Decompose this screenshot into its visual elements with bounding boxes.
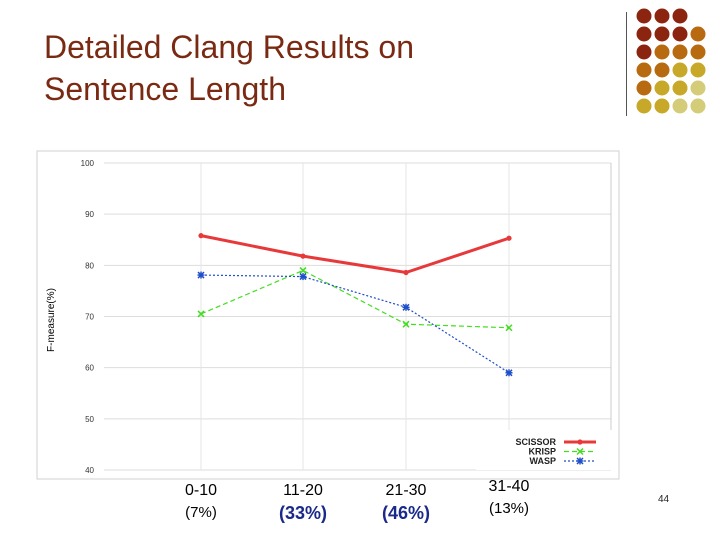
y-tick-label: 80 (85, 261, 94, 270)
slide-title: Detailed Clang Results on Sentence Lengt… (44, 26, 564, 110)
y-tick-label: 70 (85, 313, 94, 322)
data-point (197, 271, 205, 279)
deco-dot (636, 80, 652, 96)
y-tick-label: 90 (85, 210, 94, 219)
x-category-share: (46%) (381, 503, 430, 523)
deco-dot (636, 62, 652, 78)
tick-layer: 40 50 60 70 80 90 100 (81, 159, 95, 475)
series-wasp (197, 271, 513, 377)
data-point (577, 439, 583, 445)
data-point (505, 369, 513, 377)
deco-dot (672, 8, 688, 24)
data-point (300, 253, 306, 259)
deco-dot (654, 80, 670, 96)
y-tick-label: 100 (81, 159, 95, 168)
x-category-range: 11-20 (283, 482, 323, 499)
deco-dot (636, 98, 652, 114)
x-tick-label: 21-30 (46%) (366, 480, 446, 524)
x-category-share: (7%) (185, 504, 217, 521)
page-number: 44 (658, 494, 670, 505)
deco-dot (636, 26, 652, 42)
y-tick-label: 50 (85, 415, 94, 424)
data-point (197, 310, 205, 318)
deco-dot (672, 62, 688, 78)
data-point (403, 269, 409, 276)
data-point (505, 324, 513, 332)
title-line-2: Sentence Length (44, 71, 286, 107)
x-category-range: 31-40 (488, 478, 530, 495)
data-point (506, 235, 512, 241)
data-point (576, 447, 584, 456)
x-category-range: 21-30 (385, 482, 427, 499)
series-krisp (197, 266, 513, 332)
deco-dot (672, 98, 688, 114)
line-chart: 40 50 60 70 80 90 100 F-measure(%) SCISSORKRIS… (36, 150, 620, 480)
x-category-share: (13%) (488, 500, 529, 517)
deco-dot (690, 80, 706, 96)
series-line (200, 269, 510, 329)
x-tick-label: 11-20 (33%) (263, 480, 343, 524)
deco-dot (636, 44, 652, 60)
data-point (402, 303, 410, 311)
deco-dot (672, 44, 688, 60)
decorative-rule (626, 12, 627, 116)
data-point (299, 266, 307, 274)
deco-dot (654, 44, 670, 60)
deco-dot (690, 44, 706, 60)
x-category-share: (33%) (278, 503, 327, 523)
data-point (402, 320, 410, 328)
x-category-range: 0-10 (184, 482, 218, 499)
chart-background (36, 150, 620, 480)
x-tick-label: 0-10 (7%) (161, 480, 241, 524)
y-axis-label: F-measure(%) (46, 288, 57, 352)
legend-label: KRISP (528, 447, 556, 457)
deco-dot (672, 26, 688, 42)
deco-dot (654, 8, 670, 24)
deco-dot (690, 98, 706, 114)
data-point (576, 457, 584, 465)
deco-dot (654, 62, 670, 78)
data-point (198, 233, 204, 239)
data-point (299, 273, 307, 281)
legend-box (476, 430, 614, 470)
decorative-dot-grid (636, 8, 706, 114)
deco-dot (672, 80, 688, 96)
series-line (200, 234, 510, 275)
deco-dot (636, 8, 652, 24)
deco-dot (654, 98, 670, 114)
y-tick-label: 40 (85, 466, 94, 475)
deco-dot (690, 26, 706, 42)
y-tick-label: 60 (85, 364, 94, 373)
x-tick-label: 31-40 (13%) (469, 476, 549, 520)
deco-dot (690, 62, 706, 78)
series-scissor (198, 233, 512, 276)
legend-label: SCISSOR (515, 437, 556, 447)
series-layer (197, 233, 513, 377)
deco-dot (654, 26, 670, 42)
legend-label: WASP (529, 456, 556, 466)
title-line-1: Detailed Clang Results on (44, 29, 414, 65)
